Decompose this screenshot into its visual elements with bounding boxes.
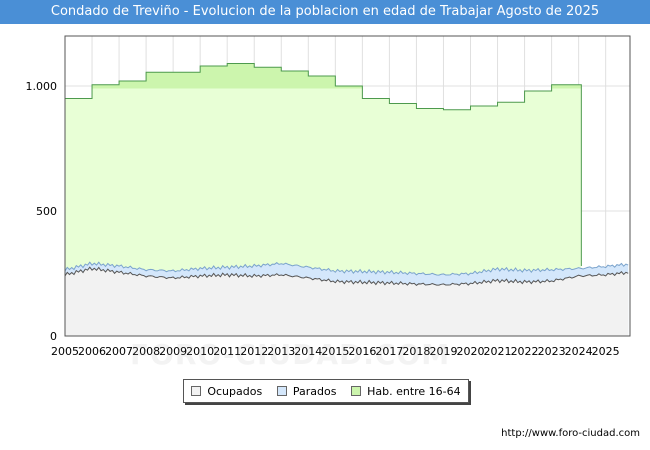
series-areas <box>64 63 629 336</box>
source-url[interactable]: http://www.foro-ciudad.com <box>501 428 640 439</box>
legend-swatch-ocupados <box>191 386 202 396</box>
legend-item-ocupados: Ocupados <box>191 385 262 398</box>
watermark-text: FORO-CIUDAD.COM <box>130 338 451 371</box>
y-axis: 0 500 1.000 <box>26 80 58 343</box>
x-tick-label: 2007 <box>105 345 133 358</box>
x-tick-label: 2017 <box>375 345 403 358</box>
x-tick-label: 2014 <box>294 345 322 358</box>
legend-item-parados: Parados <box>276 384 337 398</box>
x-tick-label: 2012 <box>240 345 268 358</box>
plot-border <box>64 35 631 337</box>
legend: Ocupados Parados Hab. entre 16-64 <box>183 379 469 403</box>
y-tick-label: 500 <box>36 205 57 218</box>
chart-title: Condado de Treviño - Evolucion de la pob… <box>0 0 650 24</box>
y-tick-label: 0 <box>50 330 57 343</box>
x-tick-label: 2009 <box>159 345 187 358</box>
x-tick-label: 2005 <box>51 345 79 358</box>
x-tick-label: 2022 <box>511 345 539 358</box>
legend-swatch-hab <box>351 386 362 396</box>
legend-swatch-parados <box>276 386 287 396</box>
legend-label-hab: Hab. entre 16-64 <box>367 384 461 398</box>
x-tick-label: 2024 <box>565 345 593 358</box>
x-tick-label: 2025 <box>592 345 620 358</box>
x-tick-label: 2020 <box>457 345 485 358</box>
x-tick-label: 2016 <box>348 345 376 358</box>
x-tick-label: 2006 <box>78 345 106 358</box>
x-tick-label: 2011 <box>213 345 241 358</box>
x-tick-label: 2019 <box>429 345 457 358</box>
x-tick-label: 2021 <box>484 345 512 358</box>
x-tick-label: 2018 <box>402 345 430 358</box>
y-tick-label: 1.000 <box>26 80 58 93</box>
hab-area <box>65 63 582 336</box>
ocupados-area <box>65 267 629 336</box>
x-axis: 2005 2006 2007 2008 2009 2010 2011 2012 2013 2014… <box>51 345 620 358</box>
x-tick-label: 2008 <box>132 345 160 358</box>
hab-line <box>65 63 582 266</box>
x-tick-label: 2013 <box>267 345 295 358</box>
x-tick-label: 2015 <box>321 345 349 358</box>
ocupados-line <box>64 266 629 286</box>
legend-label-parados: Parados <box>292 384 337 398</box>
legend-label-ocupados: Ocupados <box>207 384 263 398</box>
x-tick-label: 2010 <box>186 345 214 358</box>
parados-line <box>64 261 629 276</box>
legend-item-hab: Hab. entre 16-64 <box>351 385 461 398</box>
x-tick-label: 2023 <box>538 345 566 358</box>
